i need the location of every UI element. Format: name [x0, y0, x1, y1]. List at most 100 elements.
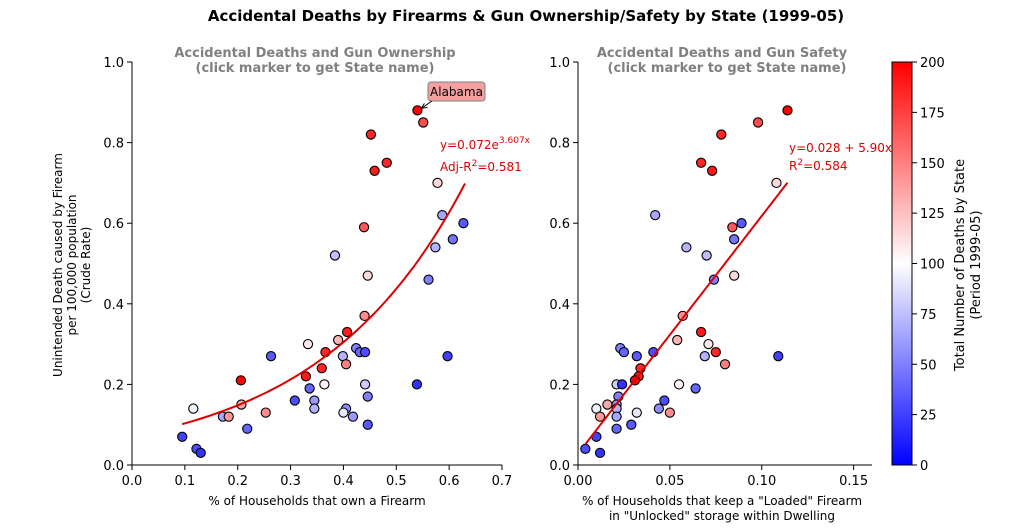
scatter-point[interactable] — [710, 347, 721, 358]
axes-spines — [131, 62, 502, 466]
scatter-point[interactable] — [177, 431, 188, 442]
scatter-point[interactable] — [729, 270, 740, 281]
colorbar-bar — [891, 61, 913, 466]
axes-spines — [577, 62, 872, 466]
colorbar-tick-label: 25 — [920, 409, 937, 424]
scatter-point[interactable] — [773, 351, 784, 362]
y-tick-label: 0.8 — [103, 137, 124, 152]
scatter-point[interactable] — [727, 222, 738, 233]
scatter-point[interactable] — [235, 375, 247, 386]
fit-equation: y=0.028 + 5.90x — [789, 141, 892, 155]
scatter-point[interactable] — [340, 359, 352, 370]
x-axis-label-line1: % of Households that keep a "Loaded" Fir… — [582, 494, 862, 508]
scatter-point[interactable] — [347, 411, 359, 422]
scatter-point[interactable] — [701, 250, 712, 261]
scatter-point[interactable] — [362, 270, 373, 281]
x-tick-label: 0.2 — [227, 474, 248, 489]
scatter-point[interactable] — [188, 403, 199, 414]
scatter-point[interactable] — [695, 157, 707, 168]
scatter-point[interactable] — [304, 383, 315, 394]
scatter-point[interactable] — [369, 165, 380, 176]
scatter-points — [177, 105, 469, 459]
scatter-point[interactable] — [672, 334, 683, 346]
fit-r2-prefix: R — [789, 159, 797, 173]
y-tick-label: 1.0 — [103, 56, 124, 71]
scatter-point[interactable] — [594, 447, 606, 459]
scatter-point[interactable] — [195, 447, 206, 459]
scatter-point[interactable] — [411, 379, 423, 390]
scatter-point[interactable] — [365, 129, 377, 140]
scatter-point[interactable] — [418, 117, 429, 128]
scatter-point[interactable] — [673, 379, 685, 390]
scatter-point[interactable] — [359, 379, 371, 390]
x-tick-label: 0.00 — [564, 474, 593, 489]
scatter-point[interactable] — [430, 242, 441, 253]
scatter-point[interactable] — [432, 177, 443, 189]
y-axis-label-line2: per 100,000 population — [65, 194, 79, 335]
scatter-point[interactable] — [319, 379, 330, 390]
scatter-point[interactable] — [631, 407, 642, 418]
y-tick-label: 0.0 — [103, 459, 124, 474]
scatter-point[interactable] — [362, 419, 373, 430]
x-tick-label: 0.5 — [386, 474, 407, 489]
scatter-point[interactable] — [265, 351, 277, 362]
scatter-point[interactable] — [309, 403, 320, 414]
scatter-point[interactable] — [719, 359, 731, 370]
scatter-point[interactable] — [341, 326, 353, 338]
scatter-point[interactable] — [703, 338, 714, 350]
scatter-point[interactable] — [359, 347, 371, 358]
scatter-point[interactable] — [300, 371, 312, 382]
panel-title-line1: Accidental Deaths and Gun Ownership — [174, 46, 455, 61]
scatter-point[interactable] — [664, 407, 676, 418]
scatter-points — [580, 105, 793, 459]
scatter-point[interactable] — [782, 105, 793, 116]
scatter-point[interactable] — [659, 395, 670, 406]
scatter-point[interactable] — [381, 157, 392, 168]
scatter-point[interactable] — [611, 411, 622, 422]
scatter-point[interactable] — [650, 209, 661, 221]
scatter-point[interactable] — [580, 443, 591, 455]
scatter-point[interactable] — [618, 347, 630, 358]
scatter-point[interactable] — [289, 395, 300, 406]
scatter-point[interactable] — [442, 351, 453, 362]
scatter-point[interactable] — [729, 234, 740, 245]
scatter-point[interactable] — [690, 383, 701, 394]
scatter-point[interactable] — [458, 218, 469, 229]
scatter-point[interactable] — [626, 419, 637, 430]
scatter-point[interactable] — [594, 411, 606, 422]
panel-title-line1: Accidental Deaths and Gun Safety — [597, 46, 848, 61]
scatter-point[interactable] — [706, 165, 718, 176]
scatter-point[interactable] — [242, 423, 253, 434]
scatter-point[interactable] — [616, 379, 628, 390]
scatter-point[interactable] — [412, 105, 423, 116]
scatter-point[interactable] — [699, 351, 710, 362]
scatter-point[interactable] — [358, 222, 370, 233]
scatter-point[interactable] — [316, 363, 327, 374]
scatter-point[interactable] — [681, 242, 692, 253]
scatter-point[interactable] — [736, 218, 747, 229]
scatter-point[interactable] — [611, 423, 622, 434]
state-annotation[interactable]: Alabama — [420, 81, 486, 110]
scatter-point[interactable] — [695, 326, 707, 338]
scatter-point[interactable] — [260, 407, 271, 418]
y-tick-label: 0.2 — [103, 378, 124, 393]
scatter-point[interactable] — [716, 129, 727, 140]
scatter-point[interactable] — [338, 407, 349, 418]
scatter-point[interactable] — [447, 234, 458, 245]
scatter-point[interactable] — [631, 351, 642, 362]
panel-gun-ownership: Accidental Deaths and Gun Ownership (cli… — [51, 46, 531, 508]
scatter-point[interactable] — [302, 338, 314, 350]
scatter-point[interactable] — [752, 117, 764, 128]
scatter-point[interactable] — [602, 399, 613, 410]
scatter-point[interactable] — [362, 391, 373, 402]
scatter-point[interactable] — [329, 250, 341, 261]
scatter-point[interactable] — [771, 177, 782, 189]
scatter-point[interactable] — [359, 310, 370, 322]
colorbar-tick-label: 0 — [920, 459, 928, 474]
scatter-point[interactable] — [423, 274, 434, 285]
scatter-point[interactable] — [653, 403, 664, 414]
scatter-point[interactable] — [332, 334, 344, 346]
scatter-point[interactable] — [223, 411, 234, 422]
y-tick-label: 0.8 — [549, 137, 570, 152]
